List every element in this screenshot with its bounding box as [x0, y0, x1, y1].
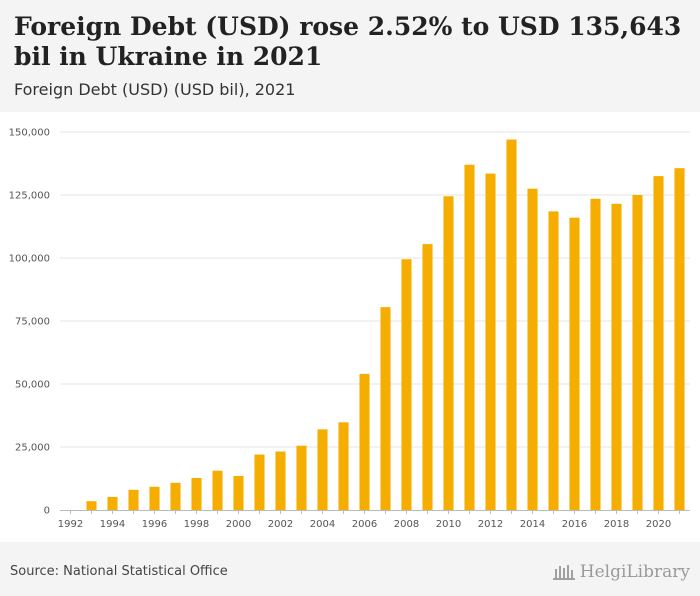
bar-2016[interactable]	[569, 217, 580, 510]
library-building-icon	[552, 565, 575, 580]
bar-2011[interactable]	[464, 164, 475, 510]
x-tick-label: 2010	[436, 519, 461, 530]
bar-1998[interactable]	[191, 477, 202, 510]
logo-text: HelgiLibrary	[579, 562, 690, 582]
bar-chart: 0 25,000 50,000 75,000 100,000 125,000 150,000…	[9, 128, 690, 530]
y-tick-label: 150,000	[9, 128, 50, 139]
axis-layer: 0 25,000 50,000 75,000 100,000 125,000 150,000…	[9, 128, 690, 530]
bar-2017[interactable]	[590, 198, 601, 510]
bar-2000[interactable]	[233, 475, 244, 510]
bar-2003[interactable]	[296, 445, 307, 510]
footer: Source: National Statistical Office Helg…	[0, 542, 700, 596]
bar-1994[interactable]	[107, 496, 118, 510]
bar-2002[interactable]	[275, 451, 286, 510]
x-tick-label: 2020	[646, 519, 671, 530]
source-note: Source: National Statistical Office	[10, 564, 228, 579]
x-tick-label: 2014	[520, 519, 545, 530]
bar-1995[interactable]	[128, 489, 139, 510]
bar-2021[interactable]	[674, 168, 685, 511]
x-tick-label: 2012	[478, 519, 503, 530]
bar-2009[interactable]	[422, 244, 433, 510]
bar-2005[interactable]	[338, 422, 349, 510]
x-tick-label: 1998	[184, 519, 209, 530]
bar-2006[interactable]	[359, 373, 370, 510]
x-tick-label: 2004	[310, 519, 335, 530]
bar-2004[interactable]	[317, 429, 328, 510]
x-tick-label: 1994	[100, 519, 125, 530]
bar-2007[interactable]	[380, 307, 391, 510]
x-tick-label: 2002	[268, 519, 293, 530]
bar-2013[interactable]	[506, 139, 517, 510]
bar-2018[interactable]	[611, 203, 622, 510]
y-tick-label: 100,000	[9, 254, 50, 265]
x-tick-label: 1996	[142, 519, 167, 530]
x-tick-label: 2018	[604, 519, 629, 530]
y-tick-label: 125,000	[9, 191, 50, 202]
helgi-library-logo[interactable]: HelgiLibrary	[552, 562, 690, 582]
y-tick-label: 0	[44, 506, 50, 517]
grid-layer	[60, 131, 690, 448]
bar-2012[interactable]	[485, 173, 496, 510]
bar-2001[interactable]	[254, 454, 265, 510]
bar-2010[interactable]	[443, 196, 454, 510]
y-tick-label: 75,000	[15, 317, 50, 328]
page-title: Foreign Debt (USD) rose 2.52% to USD 135…	[14, 12, 682, 71]
bar-2015[interactable]	[548, 211, 559, 510]
bar-layer	[86, 139, 685, 511]
chart-subtitle: Foreign Debt (USD) (USD bil), 2021	[14, 80, 296, 99]
header: Foreign Debt (USD) rose 2.52% to USD 135…	[0, 0, 700, 112]
y-tick-label: 50,000	[15, 380, 50, 391]
chart-area: 0 25,000 50,000 75,000 100,000 125,000 150,000…	[0, 112, 700, 542]
bar-2008[interactable]	[401, 259, 412, 510]
bar-2020[interactable]	[653, 176, 664, 510]
bar-2014[interactable]	[527, 188, 538, 510]
bar-1993[interactable]	[86, 501, 97, 510]
x-tick-label: 2016	[562, 519, 587, 530]
x-tick-label: 2006	[352, 519, 377, 530]
x-tick-label: 2008	[394, 519, 419, 530]
bar-2019[interactable]	[632, 195, 643, 510]
y-tick-label: 25,000	[15, 443, 50, 454]
bar-1997[interactable]	[170, 482, 181, 510]
x-tick-label: 2000	[226, 519, 251, 530]
bar-1999[interactable]	[212, 470, 223, 510]
bar-1996[interactable]	[149, 486, 160, 510]
x-tick-label: 1992	[58, 519, 83, 530]
